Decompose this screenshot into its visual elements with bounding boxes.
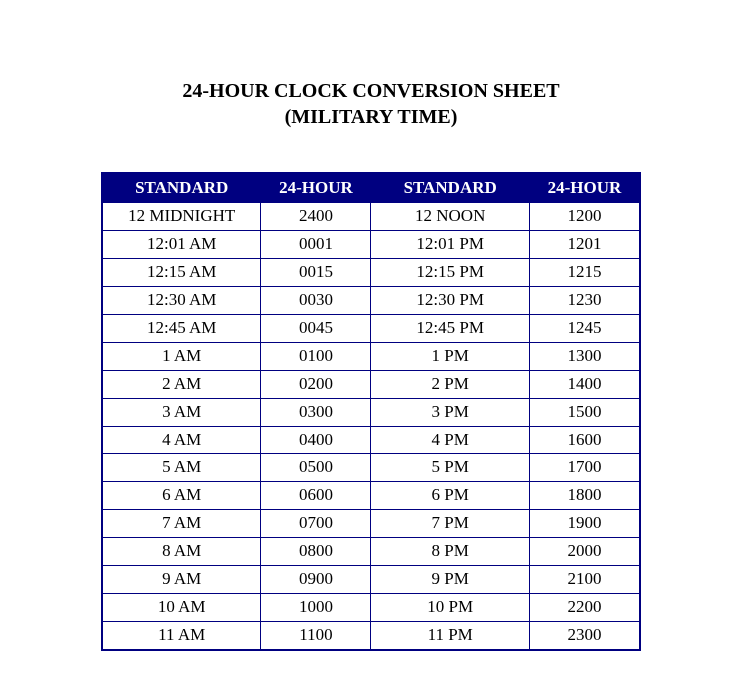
- table-cell: 0400: [261, 426, 371, 454]
- table-cell: 8 PM: [371, 538, 529, 566]
- table-cell: 0300: [261, 398, 371, 426]
- table-cell: 12:15 AM: [102, 258, 261, 286]
- table-cell: 1215: [529, 258, 640, 286]
- table-cell: 6 AM: [102, 482, 261, 510]
- table-cell: 11 AM: [102, 622, 261, 650]
- table-row: 5 AM05005 PM1700: [102, 454, 640, 482]
- table-cell: 4 AM: [102, 426, 261, 454]
- table-cell: 0045: [261, 314, 371, 342]
- table-row: 10 AM100010 PM2200: [102, 594, 640, 622]
- table-cell: 1000: [261, 594, 371, 622]
- table-cell: 2300: [529, 622, 640, 650]
- page-title: 24-HOUR CLOCK CONVERSION SHEET (MILITARY…: [0, 78, 742, 130]
- table-cell: 0500: [261, 454, 371, 482]
- col-header-24hour-2: 24-HOUR: [529, 173, 640, 203]
- table-row: 12 MIDNIGHT240012 NOON1200: [102, 203, 640, 231]
- conversion-table-wrap: STANDARD 24-HOUR STANDARD 24-HOUR 12 MID…: [101, 172, 641, 651]
- table-row: 12:15 AM001512:15 PM1215: [102, 258, 640, 286]
- table-cell: 5 PM: [371, 454, 529, 482]
- table-cell: 12:30 PM: [371, 286, 529, 314]
- table-cell: 0700: [261, 510, 371, 538]
- table-cell: 7 PM: [371, 510, 529, 538]
- table-cell: 1201: [529, 230, 640, 258]
- table-cell: 0001: [261, 230, 371, 258]
- table-row: 9 AM09009 PM2100: [102, 566, 640, 594]
- table-cell: 0030: [261, 286, 371, 314]
- table-row: 4 AM04004 PM1600: [102, 426, 640, 454]
- table-cell: 12:45 AM: [102, 314, 261, 342]
- document-page: 24-HOUR CLOCK CONVERSION SHEET (MILITARY…: [0, 0, 742, 651]
- table-cell: 0100: [261, 342, 371, 370]
- table-row: 2 AM02002 PM1400: [102, 370, 640, 398]
- table-cell: 2400: [261, 203, 371, 231]
- table-row: 11 AM110011 PM2300: [102, 622, 640, 650]
- table-cell: 12:30 AM: [102, 286, 261, 314]
- table-row: 12:30 AM003012:30 PM1230: [102, 286, 640, 314]
- table-cell: 0800: [261, 538, 371, 566]
- table-cell: 5 AM: [102, 454, 261, 482]
- col-header-24hour-1: 24-HOUR: [261, 173, 371, 203]
- table-cell: 1 PM: [371, 342, 529, 370]
- table-row: 12:45 AM004512:45 PM1245: [102, 314, 640, 342]
- table-body: 12 MIDNIGHT240012 NOON120012:01 AM000112…: [102, 203, 640, 651]
- title-line-2: (MILITARY TIME): [285, 106, 458, 128]
- table-cell: 0900: [261, 566, 371, 594]
- table-cell: 1300: [529, 342, 640, 370]
- table-cell: 12:01 PM: [371, 230, 529, 258]
- table-cell: 2 PM: [371, 370, 529, 398]
- table-cell: 12 MIDNIGHT: [102, 203, 261, 231]
- table-cell: 0600: [261, 482, 371, 510]
- table-cell: 12:45 PM: [371, 314, 529, 342]
- table-cell: 10 AM: [102, 594, 261, 622]
- table-cell: 12 NOON: [371, 203, 529, 231]
- table-cell: 3 AM: [102, 398, 261, 426]
- table-row: 7 AM07007 PM1900: [102, 510, 640, 538]
- table-cell: 12:15 PM: [371, 258, 529, 286]
- table-cell: 1245: [529, 314, 640, 342]
- table-cell: 4 PM: [371, 426, 529, 454]
- table-cell: 1500: [529, 398, 640, 426]
- table-cell: 6 PM: [371, 482, 529, 510]
- table-cell: 1100: [261, 622, 371, 650]
- table-cell: 1 AM: [102, 342, 261, 370]
- table-cell: 12:01 AM: [102, 230, 261, 258]
- table-cell: 1400: [529, 370, 640, 398]
- table-cell: 8 AM: [102, 538, 261, 566]
- table-cell: 11 PM: [371, 622, 529, 650]
- table-cell: 2200: [529, 594, 640, 622]
- title-line-1: 24-HOUR CLOCK CONVERSION SHEET: [182, 80, 559, 102]
- table-row: 12:01 AM000112:01 PM1201: [102, 230, 640, 258]
- table-cell: 1600: [529, 426, 640, 454]
- table-row: 3 AM03003 PM1500: [102, 398, 640, 426]
- table-cell: 2 AM: [102, 370, 261, 398]
- table-row: 1 AM01001 PM1300: [102, 342, 640, 370]
- table-cell: 0015: [261, 258, 371, 286]
- table-cell: 1700: [529, 454, 640, 482]
- table-cell: 1230: [529, 286, 640, 314]
- table-row: 6 AM06006 PM1800: [102, 482, 640, 510]
- table-cell: 3 PM: [371, 398, 529, 426]
- table-cell: 2100: [529, 566, 640, 594]
- table-cell: 0200: [261, 370, 371, 398]
- conversion-table: STANDARD 24-HOUR STANDARD 24-HOUR 12 MID…: [101, 172, 641, 651]
- table-cell: 10 PM: [371, 594, 529, 622]
- table-cell: 1800: [529, 482, 640, 510]
- col-header-standard-2: STANDARD: [371, 173, 529, 203]
- table-cell: 1200: [529, 203, 640, 231]
- col-header-standard-1: STANDARD: [102, 173, 261, 203]
- table-cell: 7 AM: [102, 510, 261, 538]
- table-header-row: STANDARD 24-HOUR STANDARD 24-HOUR: [102, 173, 640, 203]
- table-row: 8 AM08008 PM2000: [102, 538, 640, 566]
- table-cell: 9 AM: [102, 566, 261, 594]
- table-cell: 1900: [529, 510, 640, 538]
- table-cell: 9 PM: [371, 566, 529, 594]
- table-cell: 2000: [529, 538, 640, 566]
